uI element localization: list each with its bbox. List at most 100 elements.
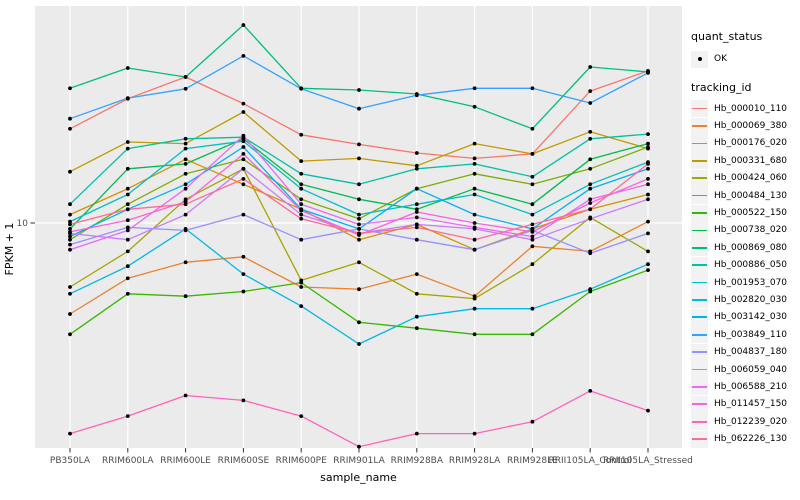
- data-point: [588, 186, 593, 191]
- data-point: [414, 163, 419, 168]
- data-point: [472, 225, 477, 230]
- data-point: [646, 197, 650, 202]
- data-point: [125, 228, 130, 233]
- data-point: [299, 86, 304, 91]
- data-point: [588, 136, 593, 141]
- data-point: [125, 192, 130, 197]
- data-point: [125, 66, 130, 70]
- data-point: [299, 237, 304, 242]
- data-point: [241, 177, 246, 181]
- data-point: [183, 260, 188, 265]
- legend-item: Hb_000010_110: [691, 100, 799, 118]
- data-point: [588, 129, 593, 134]
- line-key-icon: [691, 204, 708, 222]
- data-point: [125, 140, 130, 144]
- data-point: [530, 332, 535, 337]
- data-point: [183, 393, 188, 398]
- legend-item-label: Hb_006588_210: [714, 381, 788, 392]
- legend-item: Hb_006588_210: [691, 378, 799, 396]
- legend-item-label: Hb_000869_080: [714, 242, 788, 253]
- legend-item: Hb_006059_040: [691, 361, 799, 379]
- data-point: [646, 249, 650, 254]
- line-key-icon: [691, 100, 708, 118]
- data-point: [68, 169, 72, 174]
- data-point: [241, 139, 246, 144]
- data-point: [588, 89, 593, 93]
- data-point: [472, 171, 477, 176]
- data-point: [68, 247, 72, 252]
- data-point: [183, 162, 188, 166]
- data-point: [530, 419, 535, 424]
- data-point: [414, 166, 419, 171]
- legend-item: Hb_000869_080: [691, 239, 799, 257]
- data-point: [183, 182, 188, 187]
- legend-item-label: Hb_000069_380: [714, 121, 788, 132]
- data-point: [241, 133, 246, 138]
- data-point: [472, 104, 477, 109]
- data-point: [68, 227, 72, 231]
- legend-item-label: Hb_001953_070: [714, 277, 788, 288]
- tracking-id-legend-list: Hb_000010_110 Hb_000069_380 Hb_000176_020 H…: [691, 100, 799, 448]
- data-point: [588, 182, 593, 187]
- data-point: [125, 276, 130, 281]
- data-point: [68, 212, 72, 217]
- data-point: [241, 289, 246, 294]
- legend-item-label: Hb_003142_030: [714, 312, 788, 323]
- data-point: [183, 186, 188, 191]
- line-key-icon: [691, 117, 708, 135]
- data-point: [299, 171, 304, 176]
- data-point: [530, 262, 535, 267]
- data-point: [472, 192, 477, 197]
- data-point: [588, 65, 593, 69]
- line-key-icon: [691, 239, 708, 257]
- data-point: [183, 228, 188, 233]
- legend-title-tracking-id: tracking_id: [691, 81, 752, 94]
- data-point: [588, 251, 593, 256]
- data-point: [241, 157, 246, 162]
- data-point: [646, 141, 650, 146]
- data-point: [68, 332, 72, 337]
- line-key-icon: [691, 291, 708, 309]
- data-point: [414, 431, 419, 436]
- data-point: [183, 212, 188, 217]
- data-point: [241, 398, 246, 403]
- legend-item-label: OK: [714, 54, 727, 64]
- data-point: [125, 186, 130, 191]
- data-point: [414, 186, 419, 191]
- legend-item: Hb_003849_110: [691, 326, 799, 344]
- legend-item-label: Hb_000424_060: [714, 173, 788, 184]
- data-point: [68, 237, 72, 242]
- data-point: [183, 141, 188, 146]
- data-point: [357, 156, 361, 161]
- legend-item: Hb_012239_020: [691, 413, 799, 431]
- data-point: [414, 314, 419, 319]
- data-point: [646, 132, 650, 137]
- data-point: [472, 156, 477, 161]
- data-point: [588, 216, 593, 221]
- data-point: [299, 186, 304, 191]
- data-point: [183, 171, 188, 176]
- legend-item-label: Hb_006059_040: [714, 364, 788, 375]
- line-key-icon: [691, 187, 708, 205]
- legend-item-label: Hb_003849_110: [714, 329, 788, 340]
- data-point: [472, 306, 477, 311]
- legend-item: Hb_062226_130: [691, 430, 799, 448]
- data-point: [299, 285, 304, 289]
- data-point: [183, 86, 188, 91]
- data-point: [646, 177, 650, 181]
- data-point: [125, 414, 130, 418]
- data-point: [299, 202, 304, 207]
- x-tick-label: RRIM928LA: [449, 456, 501, 466]
- data-point: [241, 182, 246, 187]
- data-point: [357, 287, 361, 292]
- data-point: [68, 285, 72, 289]
- data-point: [299, 280, 304, 285]
- data-point: [472, 296, 477, 301]
- legend-item-ok: OK: [691, 49, 799, 69]
- legend-item: Hb_000176_020: [691, 134, 799, 152]
- data-point: [357, 197, 361, 202]
- data-point: [183, 146, 188, 151]
- data-point: [646, 219, 650, 224]
- data-point: [125, 225, 130, 230]
- legend-item: Hb_000522_150: [691, 204, 799, 222]
